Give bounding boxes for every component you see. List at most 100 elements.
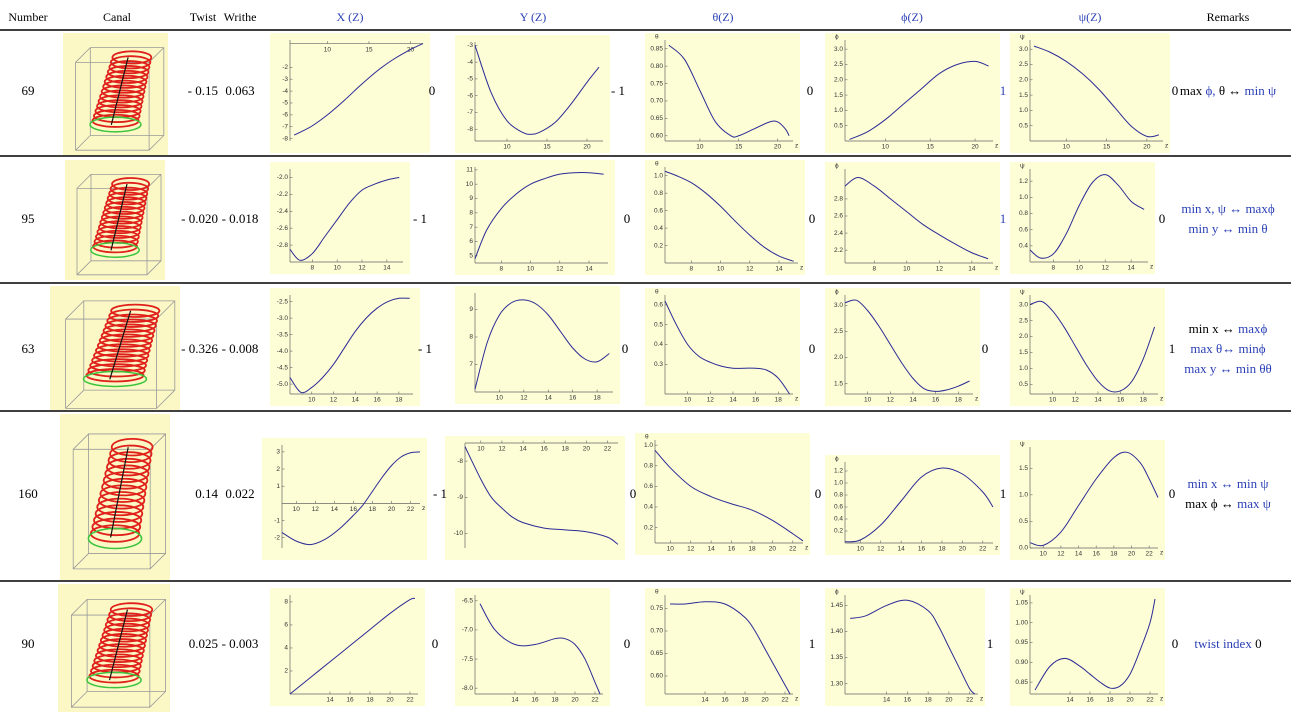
plot-background	[645, 588, 800, 706]
y-tick-label: -3	[467, 42, 473, 49]
canal-ring	[93, 348, 150, 363]
canal-ring	[100, 328, 155, 343]
row-number: 69	[22, 83, 35, 98]
mini-plot: 10 12 14 16 18 7 8 9	[455, 286, 620, 404]
x-axis-label: z	[795, 696, 798, 703]
index-value: - 1	[413, 211, 427, 226]
x-tick-label: 8	[689, 266, 693, 273]
writhe-value: - 0.008	[222, 341, 259, 356]
remark-line: min x, ψ ↔ maxϕ	[1181, 201, 1274, 216]
x-tick-label: 10	[496, 395, 504, 402]
y-tick-label: -7	[467, 109, 473, 116]
canal-ring	[97, 491, 146, 510]
canal-background	[63, 33, 168, 155]
canal-base-ring	[87, 527, 143, 550]
y-axis-label: ϕ	[835, 456, 839, 463]
plot-background	[645, 33, 800, 153]
canal-ring	[104, 464, 150, 483]
x-tick-label: 20	[761, 697, 769, 704]
y-tick-label: 1.0	[1019, 107, 1028, 114]
x-tick-label: 10	[667, 546, 675, 553]
plot-background	[635, 433, 810, 555]
twist-value: - 0.15	[188, 83, 218, 98]
remark-segment: 0	[1252, 636, 1262, 651]
x-axis-label: z	[995, 265, 998, 272]
plot-background	[1010, 288, 1165, 406]
x-axis-label: z	[422, 505, 425, 512]
y-tick-label: -2.0	[277, 174, 289, 181]
writhe-value: 0.022	[225, 486, 254, 501]
x-tick-label: 22	[407, 506, 415, 513]
x-tick-label: 14	[708, 546, 716, 553]
x-tick-label: 18	[1110, 551, 1118, 558]
index-value: 1	[987, 636, 994, 651]
remark-segment: max ϕ ↔	[1185, 496, 1237, 511]
canal-ring	[108, 308, 160, 323]
y-tick-label: -8	[282, 135, 288, 142]
row-number: 90	[22, 636, 35, 651]
y-tick-label: 0.2	[644, 524, 653, 531]
y-tick-label: -2	[274, 534, 280, 541]
fit-curve	[849, 60, 989, 140]
fit-curve	[844, 177, 989, 260]
x-tick-label: 20	[945, 697, 953, 704]
x-tick-label: 15	[1103, 144, 1111, 151]
canal-ring	[110, 303, 161, 318]
fit-curve	[289, 176, 400, 261]
row-number: 95	[22, 211, 35, 226]
plot-background	[645, 160, 805, 275]
y-tick-label: 0.70	[650, 98, 663, 105]
y-tick-label: -2.8	[277, 242, 289, 249]
y-tick-label: -3	[282, 76, 288, 83]
mini-plot: 10 12 14 16 18 20 22 -8 -9 -10	[445, 436, 625, 560]
mini-plot: 8 10 12 14 0.4 0.6 0.8 1.0 1.2 ψ z	[1010, 162, 1155, 274]
writhe-value: - 0.003	[222, 636, 259, 651]
index-value: 0	[624, 211, 631, 226]
y-tick-label: 3	[276, 449, 280, 456]
x-tick-label: 20	[583, 144, 591, 151]
plot-background	[1010, 588, 1165, 706]
x-tick-label: 20	[1143, 144, 1151, 151]
x-tick-label: 20	[571, 697, 579, 704]
fit-curve	[844, 467, 994, 543]
canal-ring	[100, 84, 146, 99]
index-value: 0	[1172, 636, 1179, 651]
canal-ring	[90, 663, 141, 679]
y-tick-label: 9	[469, 195, 473, 202]
x-tick-label: 16	[932, 397, 940, 404]
y-tick-label: 1.0	[1019, 194, 1028, 201]
column-header: Writhe	[224, 10, 257, 24]
canal-box	[71, 598, 166, 708]
x-tick-label: 20	[774, 144, 782, 151]
y-tick-label: 1.05	[1015, 600, 1028, 607]
canal-ring	[96, 497, 145, 517]
canal-axis	[110, 57, 129, 125]
y-tick-label: -7.0	[462, 627, 474, 634]
y-tick-label: -6.5	[462, 598, 474, 605]
index-value: 0	[809, 211, 816, 226]
remark-line: max θ↔ minϕ	[1190, 341, 1265, 356]
x-tick-label: 16	[346, 697, 354, 704]
y-tick-label: 6	[469, 238, 473, 245]
y-axis-label: θ	[655, 161, 659, 168]
x-tick-label: 10	[308, 397, 316, 404]
canal-ring	[109, 444, 153, 464]
x-tick-label: 20	[1126, 697, 1134, 704]
x-tick-label: 10	[882, 144, 890, 151]
canal-background	[60, 414, 170, 580]
x-tick-label: 18	[551, 697, 559, 704]
y-tick-label: 7	[469, 224, 473, 231]
y-axis-label: ϕ	[835, 34, 839, 41]
x-tick-label: 8	[499, 266, 503, 273]
x-tick-label: 10	[717, 266, 725, 273]
y-tick-label: 2.8	[834, 196, 843, 203]
index-value: 0	[809, 341, 816, 356]
row-number: 160	[18, 486, 38, 501]
y-tick-label: 6	[284, 622, 288, 629]
y-tick-label: 0.95	[1015, 639, 1028, 646]
x-tick-label: 18	[1106, 697, 1114, 704]
y-axis-label: ψ	[1020, 589, 1025, 596]
y-tick-label: 0.75	[650, 80, 663, 87]
y-axis-label: θ	[655, 589, 659, 596]
